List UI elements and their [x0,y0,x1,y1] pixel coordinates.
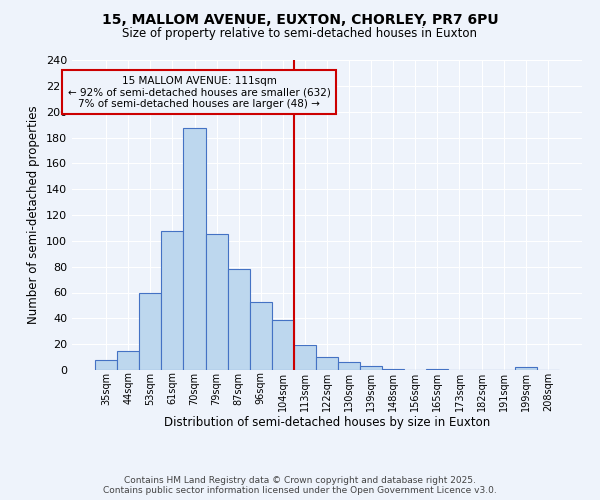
Bar [272,320,294,370]
Bar [117,350,139,370]
Bar [338,362,360,370]
Bar [184,128,206,370]
Text: 15, MALLOM AVENUE, EUXTON, CHORLEY, PR7 6PU: 15, MALLOM AVENUE, EUXTON, CHORLEY, PR7 … [101,12,499,26]
Bar [427,368,448,370]
Bar [95,360,117,370]
Bar [316,357,338,370]
Text: Contains HM Land Registry data © Crown copyright and database right 2025.
Contai: Contains HM Land Registry data © Crown c… [103,476,497,495]
Bar [382,368,404,370]
Bar [139,292,161,370]
Bar [161,230,184,370]
Bar [227,269,250,370]
Bar [294,346,316,370]
Bar [250,302,272,370]
Y-axis label: Number of semi-detached properties: Number of semi-detached properties [28,106,40,324]
X-axis label: Distribution of semi-detached houses by size in Euxton: Distribution of semi-detached houses by … [164,416,490,430]
Bar [206,234,227,370]
Bar [515,368,537,370]
Text: Size of property relative to semi-detached houses in Euxton: Size of property relative to semi-detach… [122,28,478,40]
Text: 15 MALLOM AVENUE: 111sqm
← 92% of semi-detached houses are smaller (632)
7% of s: 15 MALLOM AVENUE: 111sqm ← 92% of semi-d… [68,76,331,108]
Bar [360,366,382,370]
